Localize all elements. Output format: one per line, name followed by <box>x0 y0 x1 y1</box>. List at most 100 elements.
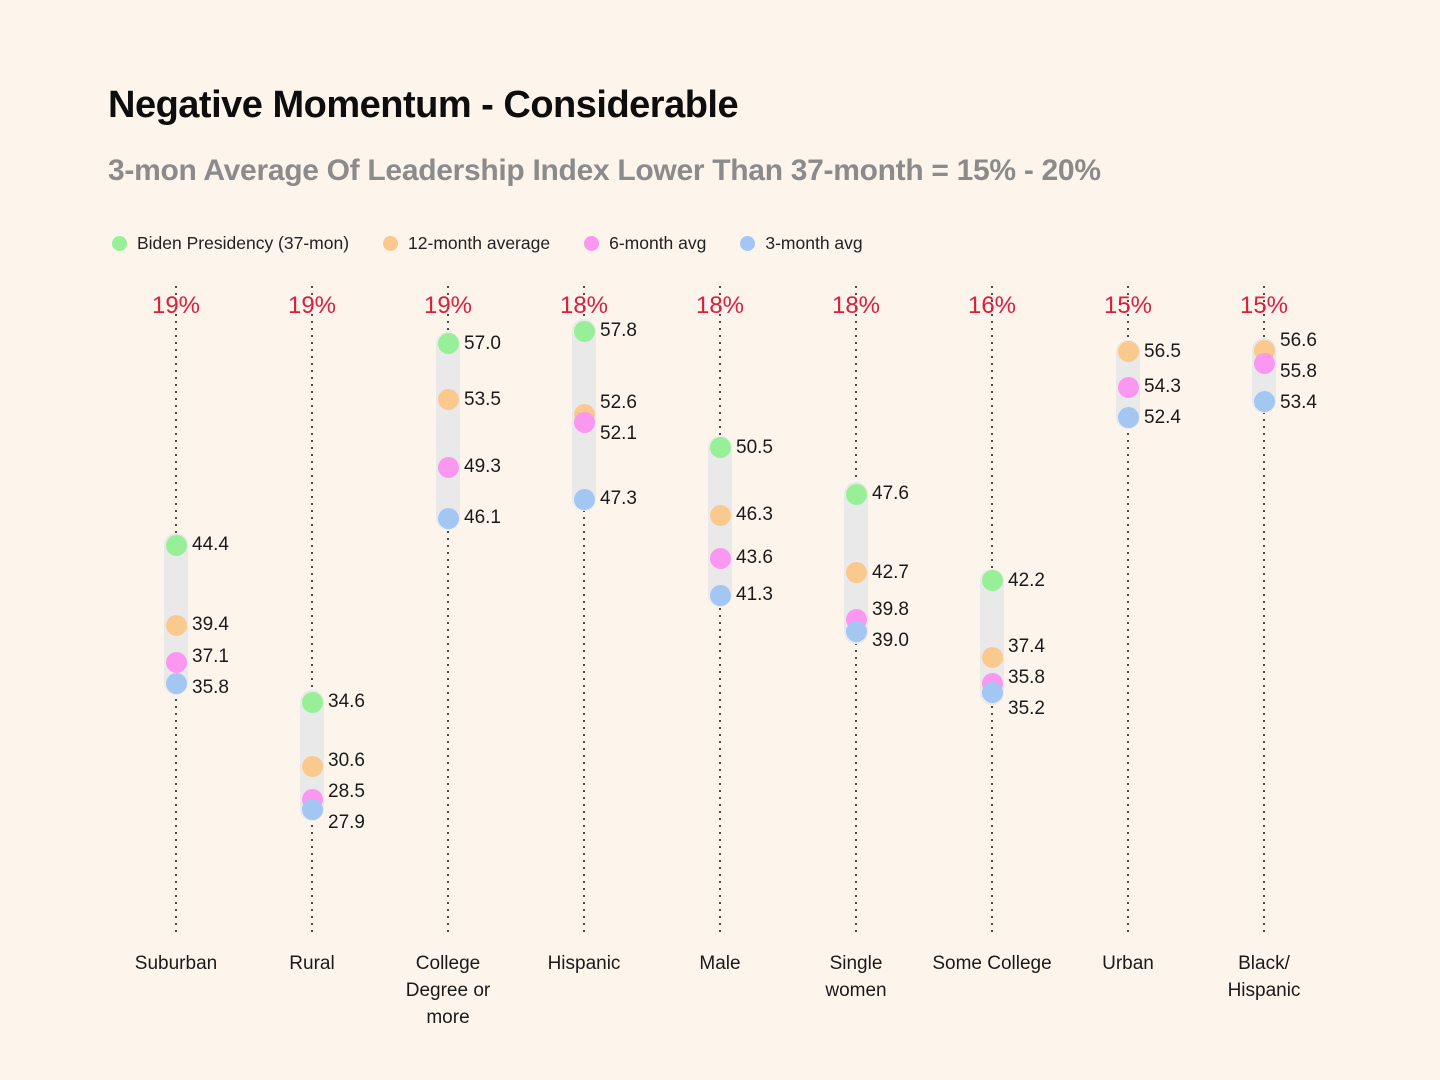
avg3-legend-dot-icon <box>740 236 756 251</box>
value-label-avg3: 52.4 <box>1144 406 1181 428</box>
momentum-percent: 15% <box>1239 292 1289 319</box>
avg6-legend-dot-icon <box>584 236 600 251</box>
value-label-avg12: 56.5 <box>1144 340 1181 362</box>
momentum-percent: 16% <box>967 292 1017 319</box>
dot-avg12 <box>165 614 187 636</box>
value-label-avg3: 35.8 <box>192 677 229 699</box>
dot-avg3 <box>845 621 867 643</box>
biden-legend-dot-icon <box>112 236 127 251</box>
value-label-avg12: 53.5 <box>464 388 501 410</box>
column-guide-line <box>1127 286 1129 935</box>
value-label-avg6: 39.8 <box>872 598 909 620</box>
dot-biden <box>165 534 187 556</box>
dot-avg6 <box>573 411 595 433</box>
dot-biden <box>301 691 323 713</box>
momentum-percent: 18% <box>831 292 881 319</box>
legend-label-biden: Biden Presidency (37-mon) <box>137 233 350 253</box>
value-label-avg6: 54.3 <box>1144 375 1181 397</box>
dot-avg6 <box>1117 376 1139 398</box>
dot-avg12 <box>1117 341 1139 363</box>
legend: Biden Presidency (37-mon) 12-month averag… <box>112 233 863 254</box>
value-label-avg6: 35.8 <box>1008 666 1045 688</box>
value-label-avg6: 49.3 <box>464 456 501 477</box>
dot-avg3 <box>1117 406 1139 428</box>
value-label-biden: 50.5 <box>736 436 773 458</box>
value-label-biden: 44.4 <box>192 534 229 556</box>
value-label-avg6: 52.1 <box>600 422 637 444</box>
dot-avg6 <box>709 547 731 569</box>
column-guide-line <box>583 286 585 935</box>
value-label-avg3: 46.1 <box>464 507 501 529</box>
category-label: Hispanic <box>547 953 621 974</box>
dot-avg3 <box>301 798 323 820</box>
category-label: College Degree or more <box>405 953 491 1028</box>
dot-biden <box>981 570 1003 592</box>
avg12-legend-dot-icon <box>383 236 399 251</box>
legend-item-avg3: 3-month avg <box>740 233 863 254</box>
value-label-avg6: 37.1 <box>192 646 229 668</box>
value-label-avg12: 30.6 <box>328 749 365 771</box>
category-label: Urban <box>1102 953 1154 974</box>
category-label: Single women <box>825 953 887 1001</box>
value-label-avg3: 47.3 <box>600 488 637 509</box>
value-label-avg6: 28.5 <box>328 780 365 802</box>
momentum-percent: 19% <box>423 292 473 319</box>
value-label-avg12: 46.3 <box>736 504 773 525</box>
dot-avg3 <box>709 584 731 606</box>
value-label-avg6: 43.6 <box>736 547 773 569</box>
value-label-avg3: 27.9 <box>328 811 365 833</box>
dot-avg12 <box>845 562 867 584</box>
dot-avg12 <box>301 755 323 777</box>
momentum-percent: 19% <box>151 292 201 319</box>
category-label: Rural <box>289 953 335 974</box>
chart-title: Negative Momentum - Considerable <box>108 84 739 126</box>
dot-avg6 <box>437 456 459 478</box>
dot-avg12 <box>437 389 459 411</box>
column-guide-line <box>719 286 721 935</box>
value-label-avg12: 42.7 <box>872 561 909 583</box>
value-label-avg12: 56.6 <box>1280 329 1317 351</box>
dot-avg12 <box>709 504 731 526</box>
column-guide-line <box>311 286 313 935</box>
legend-label-avg6: 6-month avg <box>609 233 707 253</box>
momentum-percent: 18% <box>559 292 609 319</box>
category-label: Male <box>699 953 741 974</box>
dot-avg3 <box>981 682 1003 704</box>
dot-avg3 <box>437 507 459 529</box>
value-label-avg12: 39.4 <box>192 614 229 636</box>
dot-biden <box>437 333 459 355</box>
dot-avg3 <box>573 488 595 510</box>
momentum-percent: 15% <box>1103 292 1153 319</box>
value-label-avg3: 53.4 <box>1280 391 1317 413</box>
momentum-percent: 19% <box>287 292 337 319</box>
value-label-avg3: 39.0 <box>872 629 909 651</box>
value-label-avg3: 35.2 <box>1008 697 1045 719</box>
value-label-avg12: 37.4 <box>1008 635 1045 657</box>
momentum-percent: 18% <box>695 292 745 319</box>
value-label-biden: 47.6 <box>872 483 909 505</box>
dot-avg3 <box>165 672 187 694</box>
range-band <box>436 331 460 531</box>
value-label-biden: 57.0 <box>464 332 501 354</box>
category-label: Black/ Hispanic <box>1227 953 1301 1001</box>
legend-label-avg12: 12-month average <box>408 233 551 253</box>
category-label: Suburban <box>134 953 218 974</box>
column-guide-line <box>1263 286 1265 935</box>
dot-biden <box>573 320 595 342</box>
dot-biden <box>709 437 731 459</box>
value-label-biden: 42.2 <box>1008 569 1045 591</box>
dot-avg6 <box>1253 352 1275 374</box>
column-guide-line <box>447 286 449 935</box>
value-label-biden: 34.6 <box>328 691 365 713</box>
chart-subtitle: 3-mon Average Of Leadership Index Lower … <box>108 154 1101 187</box>
legend-item-biden: Biden Presidency (37-mon) <box>112 233 349 254</box>
dot-avg12 <box>981 646 1003 668</box>
value-label-biden: 57.8 <box>600 320 637 341</box>
value-label-avg3: 41.3 <box>736 584 773 605</box>
legend-item-avg6: 6-month avg <box>584 233 706 254</box>
legend-label-avg3: 3-month avg <box>765 233 863 253</box>
dot-biden <box>845 483 867 505</box>
legend-item-avg12: 12-month average <box>383 233 550 254</box>
